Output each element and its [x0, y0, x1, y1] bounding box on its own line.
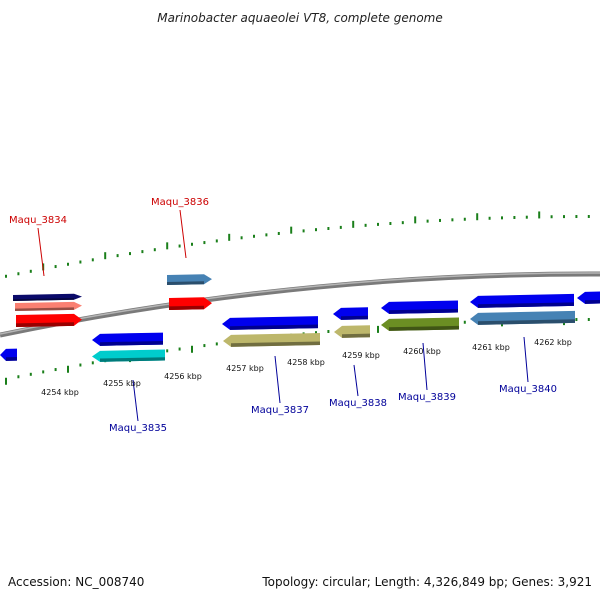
gene-label: Maqu_3839 — [398, 392, 456, 403]
gene-arrow-shade — [100, 340, 163, 346]
map-title: Marinobacter aquaeolei VT8, complete gen… — [157, 11, 443, 25]
tick-label: 4254 kbp — [41, 388, 79, 397]
gene-arrow-shade — [231, 341, 320, 347]
label-leader-line — [274, 355, 281, 404]
gene-arrow-shade — [389, 308, 458, 314]
gene-arrow-shade — [230, 324, 318, 330]
gene-label: Maqu_3834 — [9, 215, 67, 226]
label-leader-line — [37, 227, 45, 277]
label-leader-line — [179, 209, 187, 259]
tick-label: 4259 kbp — [342, 351, 380, 360]
tick-label: 4255 kbp — [103, 379, 141, 388]
gene-label: Maqu_3836 — [151, 197, 209, 208]
tick-label: 4258 kbp — [287, 358, 325, 367]
label-leader-line — [132, 379, 139, 422]
gene-arrow-shade — [478, 319, 575, 325]
gene-arrow — [92, 349, 165, 362]
gene-label: Maqu_3837 — [251, 405, 309, 416]
gene-arrow — [223, 333, 320, 347]
gene-arrow-shade — [585, 299, 600, 304]
gene-arrow — [333, 307, 368, 320]
label-leader-line — [422, 342, 428, 391]
gene-arrow-shade — [342, 333, 370, 338]
gene-arrow — [334, 325, 370, 338]
gene-arrow-shade — [15, 307, 74, 311]
gene-label: Maqu_3840 — [499, 384, 557, 395]
gene-arrow — [381, 317, 459, 331]
gene-features — [0, 274, 600, 362]
genome-backbone-highlight — [0, 272, 600, 335]
tick-label: 4262 kbp — [534, 338, 572, 347]
gene-arrow — [15, 301, 82, 311]
gene-arrow-shade — [341, 315, 368, 320]
accession-text: Accession: NC_008740 — [8, 575, 144, 589]
gene-labels: Maqu_3834 Maqu_3835 Maqu_3836 Maqu_3837 Maqu… — [9, 197, 557, 434]
gene-arrow-shade — [167, 281, 204, 285]
gene-arrow — [0, 348, 17, 361]
tick-label: 4261 kbp — [472, 343, 510, 352]
gene-arrow-shade — [5, 357, 17, 361]
gene-arrow — [169, 297, 212, 310]
gene-label: Maqu_3835 — [109, 423, 167, 434]
gene-arrow-shade — [169, 305, 204, 310]
tick-label: 4257 kbp — [226, 364, 264, 373]
gene-arrow-shade — [13, 297, 74, 301]
gene-arrow-shade — [16, 322, 74, 327]
label-leader-line — [523, 336, 529, 383]
gene-arrow — [470, 310, 575, 325]
tick-label: 4256 kbp — [164, 372, 202, 381]
gene-arrow-shade — [100, 357, 165, 362]
gene-arrow — [577, 291, 600, 304]
gene-arrow-shade — [478, 302, 574, 308]
gene-arrow — [13, 293, 82, 301]
label-leader-line — [353, 364, 359, 397]
gene-arrow — [381, 300, 458, 314]
gene-arrow — [92, 332, 163, 346]
gene-arrow — [222, 316, 318, 330]
tick-labels: 4254 kbp 4255 kbp 4256 kbp 4257 kbp 4258 kbp… — [41, 338, 572, 397]
gene-label: Maqu_3838 — [329, 398, 387, 409]
gene-arrow-shade — [389, 325, 459, 331]
gene-arrow — [16, 313, 82, 327]
gene-arrow — [167, 274, 212, 285]
tick-label: 4260 kbp — [403, 347, 441, 356]
genome-summary-text: Topology: circular; Length: 4,326,849 bp… — [261, 575, 592, 589]
genome-backbone — [0, 271, 600, 338]
gene-arrow — [470, 293, 574, 308]
